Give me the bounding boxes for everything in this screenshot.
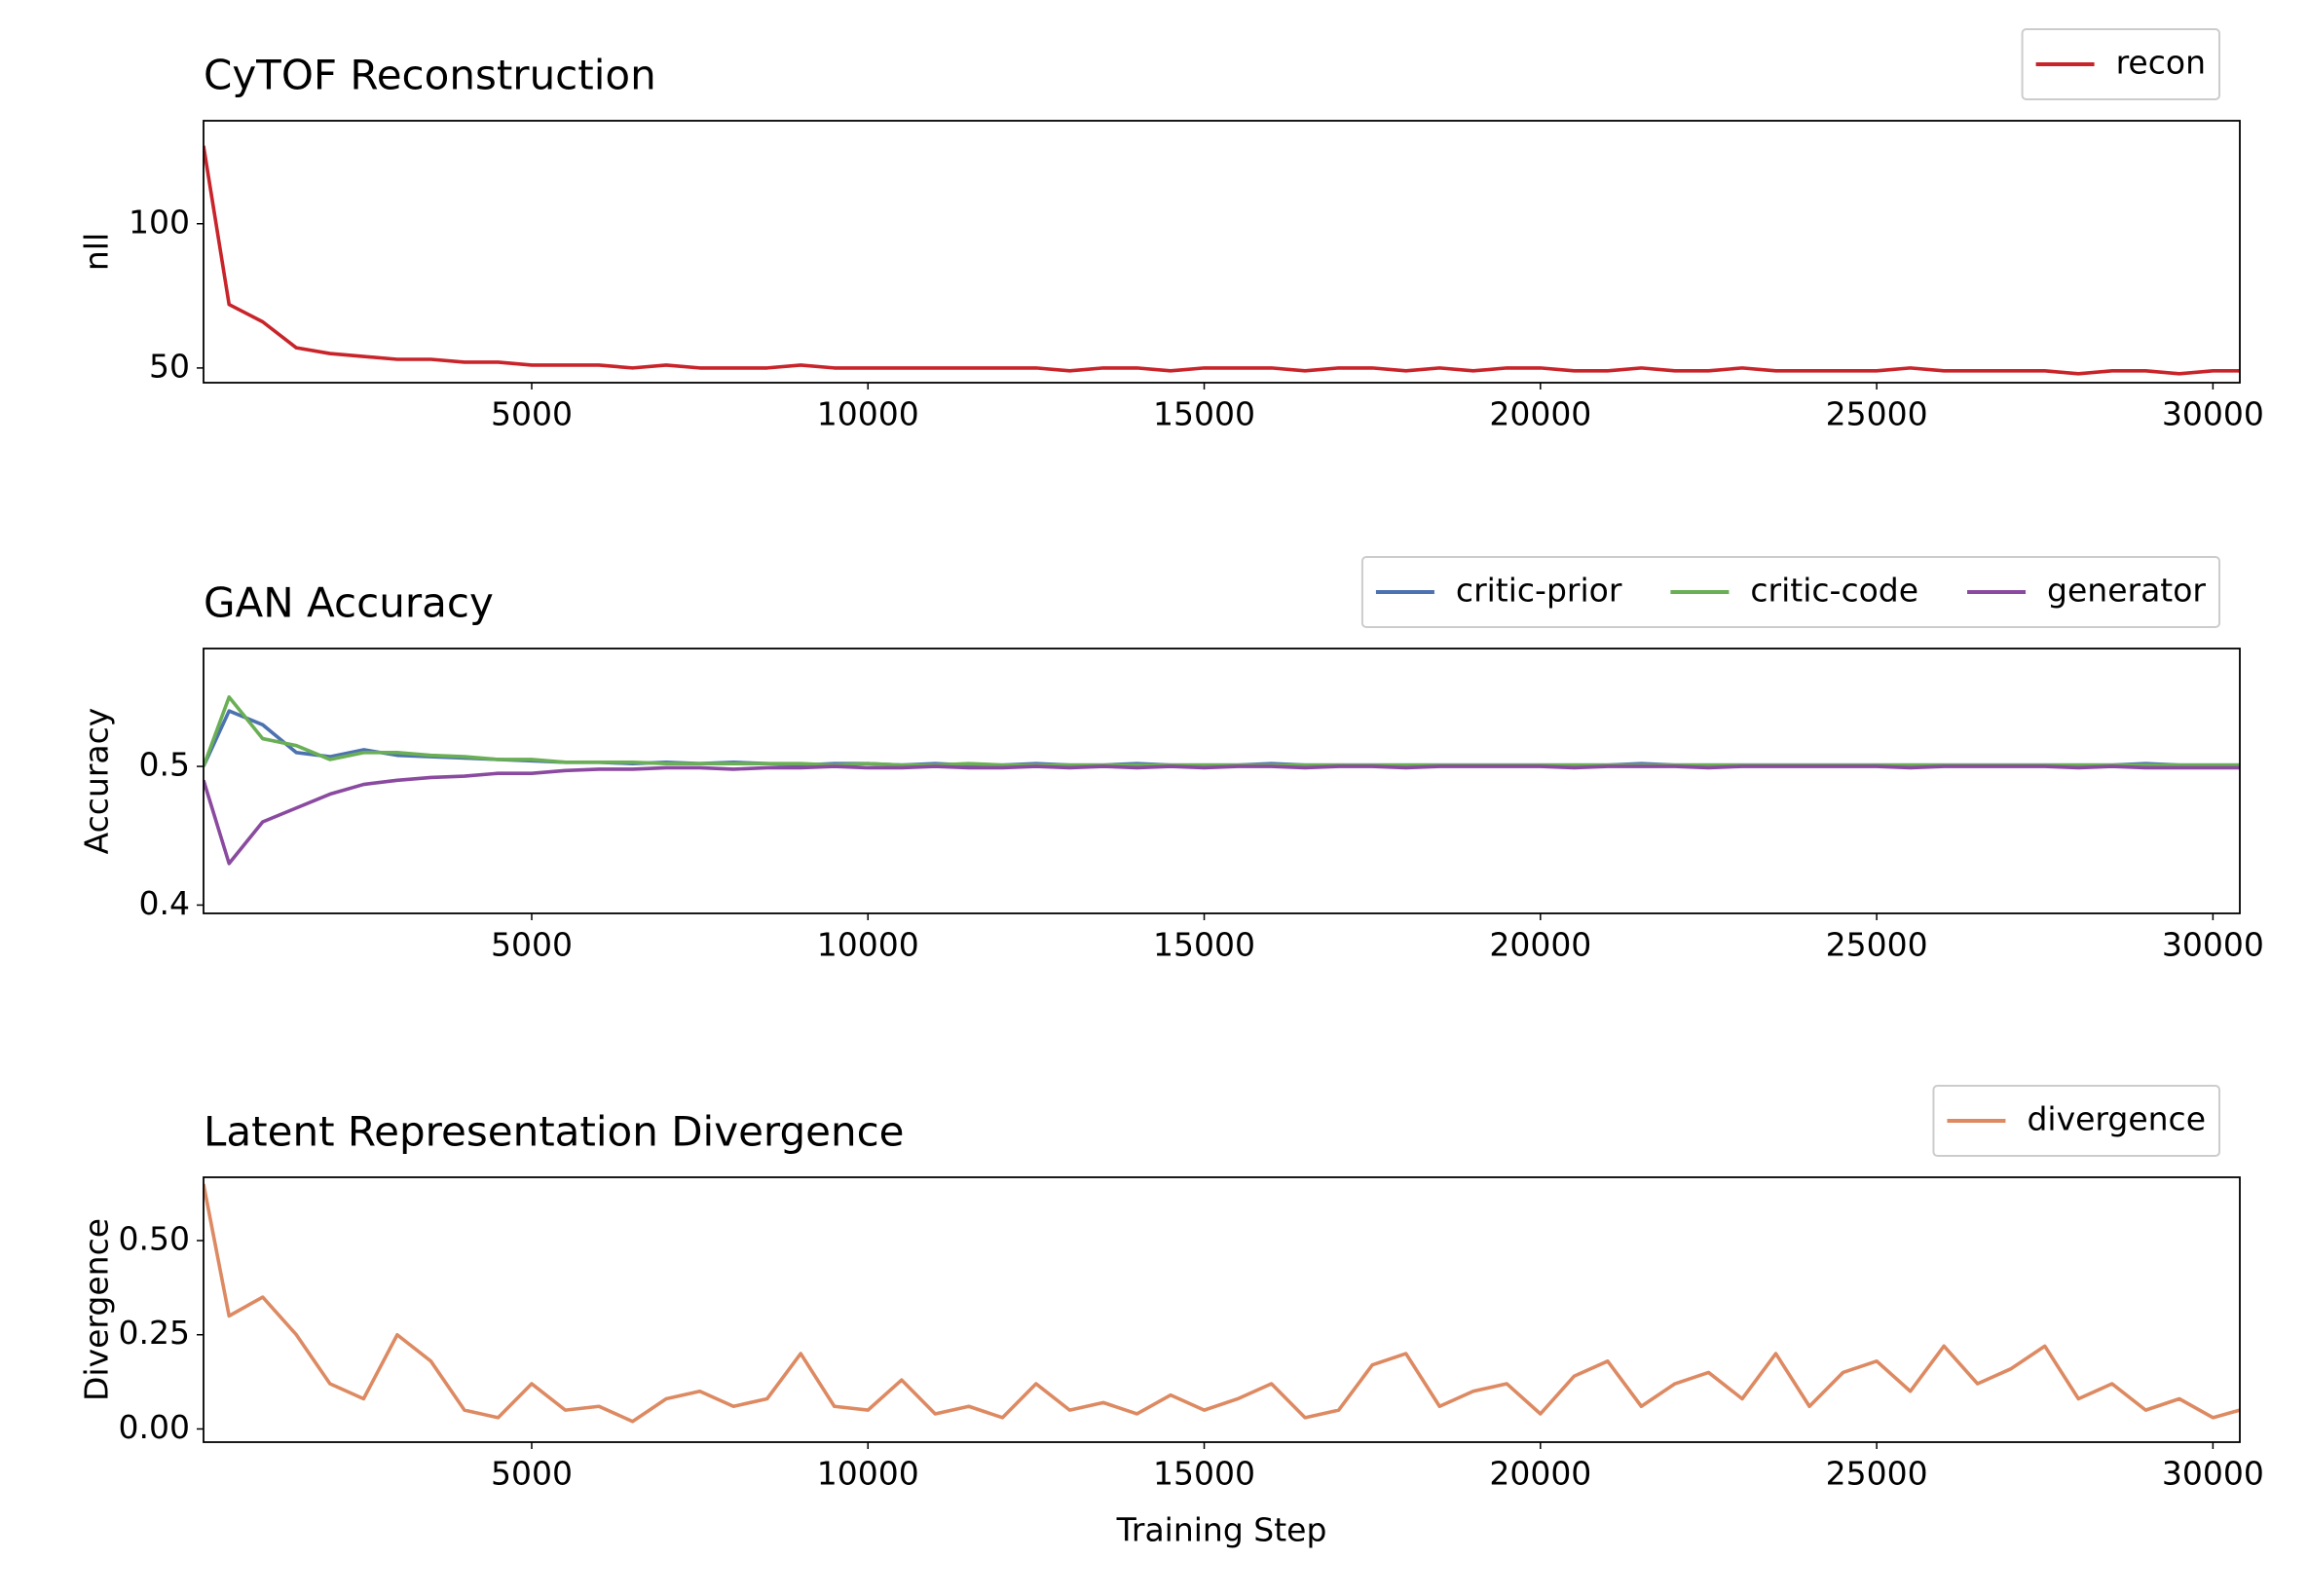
chart-title: GAN Accuracy [204, 579, 494, 627]
x-tick-label: 25000 [1826, 926, 1928, 964]
y-tick-label: 0.4 [139, 884, 190, 922]
y-axis-label: Divergence [78, 1218, 116, 1401]
series-line [204, 145, 2240, 376]
series-line [204, 764, 2240, 866]
x-tick-label: 30000 [2162, 1455, 2264, 1493]
x-tick-label: 30000 [2162, 395, 2264, 433]
x-tick-label: 10000 [817, 1455, 919, 1493]
legend: critic-prior critic-code generator [1360, 556, 2220, 628]
legend-label: recon [2116, 44, 2206, 82]
legend: divergence [1932, 1085, 2220, 1157]
plot-area [204, 145, 2240, 376]
series-line [204, 695, 2240, 767]
legend-box [1360, 556, 2220, 628]
x-tick-label: 10000 [817, 395, 919, 433]
x-tick-label: 10000 [817, 926, 919, 964]
axes-frame [203, 1176, 2241, 1443]
x-tick-label: 15000 [1153, 1455, 1255, 1493]
axes-frame [203, 648, 2241, 914]
x-axis-label: Training Step [1116, 1511, 1327, 1549]
y-tick-label: 0.50 [119, 1220, 190, 1258]
series-line [204, 1183, 2240, 1424]
y-tick-label: 100 [129, 203, 190, 241]
x-tick-label: 30000 [2162, 926, 2264, 964]
x-tick-label: 15000 [1153, 395, 1255, 433]
y-tick-label: 0.25 [119, 1314, 190, 1352]
x-tick-label: 20000 [1489, 1455, 1591, 1493]
legend-label: generator [2047, 572, 2206, 610]
x-tick-label: 5000 [491, 926, 573, 964]
plot-area [204, 695, 2240, 866]
y-axis-label: nll [78, 233, 116, 271]
x-tick-label: 25000 [1826, 1455, 1928, 1493]
legend-label: divergence [2027, 1100, 2206, 1138]
x-tick-label: 15000 [1153, 926, 1255, 964]
legend-box [2021, 28, 2220, 100]
legend-label: critic-code [1750, 572, 1918, 610]
legend: recon [2021, 28, 2220, 100]
axes-frame [203, 120, 2241, 384]
plot-area [204, 1183, 2240, 1424]
x-tick-label: 5000 [491, 395, 573, 433]
x-tick-label: 5000 [491, 1455, 573, 1493]
chart-title: CyTOF Reconstruction [204, 52, 656, 99]
legend-label: critic-prior [1456, 572, 1622, 610]
chart-title: Latent Representation Divergence [204, 1108, 905, 1156]
x-tick-label: 25000 [1826, 395, 1928, 433]
y-tick-label: 0.00 [119, 1408, 190, 1446]
legend-box [1932, 1085, 2220, 1157]
y-axis-label: Accuracy [78, 708, 116, 855]
x-tick-label: 20000 [1489, 926, 1591, 964]
y-tick-label: 50 [149, 347, 190, 385]
x-tick-label: 20000 [1489, 395, 1591, 433]
y-tick-label: 0.5 [139, 746, 190, 784]
